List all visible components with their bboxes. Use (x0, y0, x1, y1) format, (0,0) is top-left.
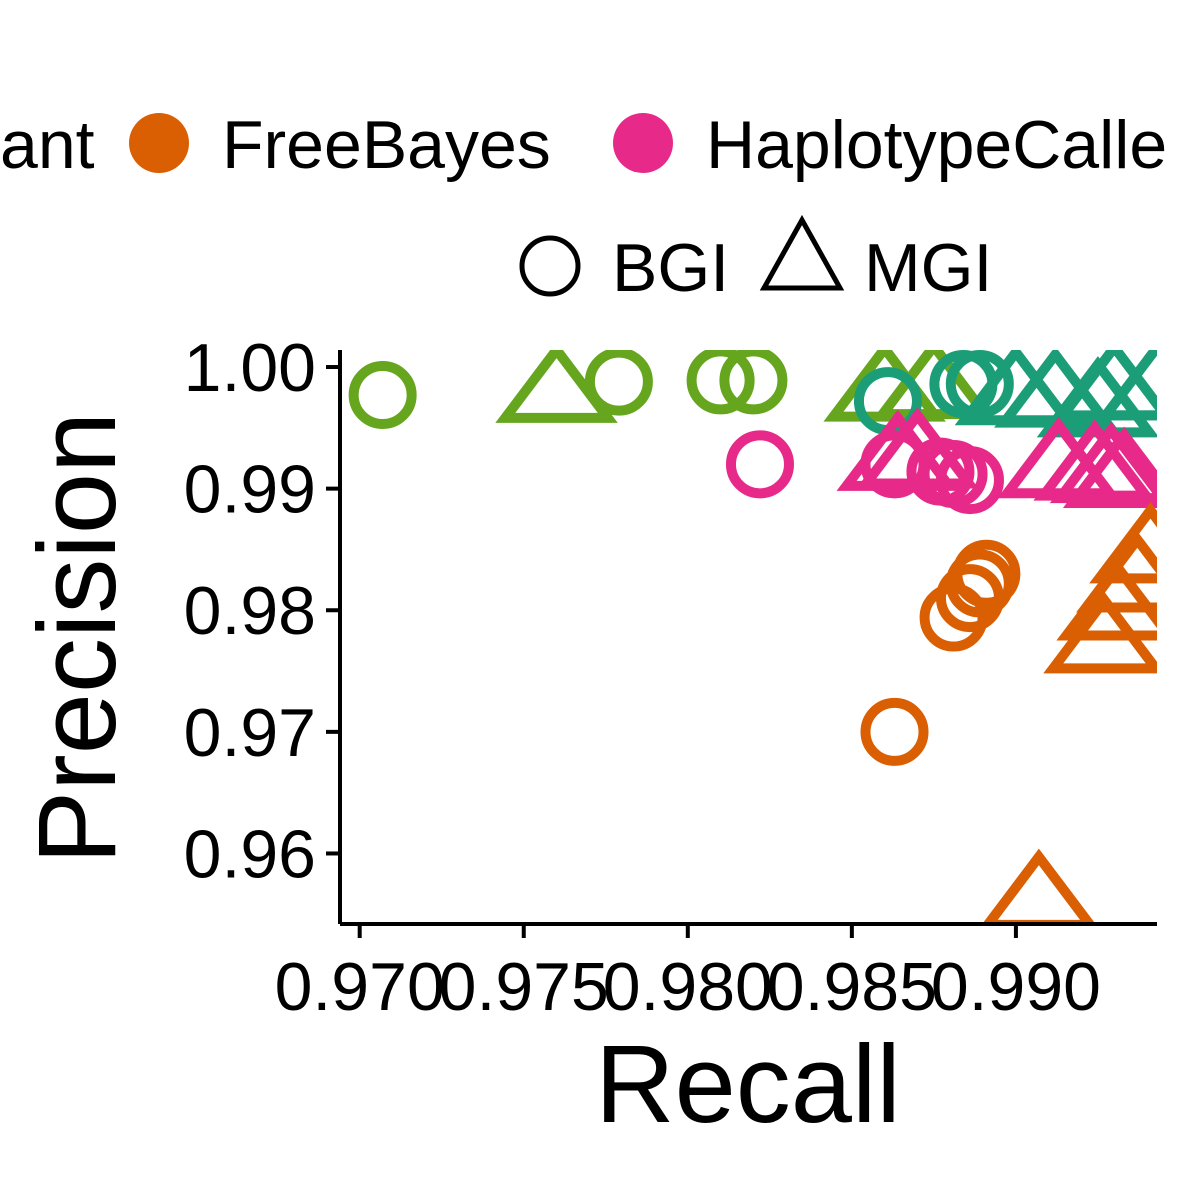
data-point-circle (348, 360, 417, 429)
data-point-circle (860, 697, 929, 766)
y-tick-label: 0.96 (184, 816, 316, 892)
x-tick-label: 0.990 (931, 949, 1101, 1025)
legend-shape-label: BGI (612, 230, 729, 306)
x-tick-label: 0.970 (275, 949, 445, 1025)
x-tick-label: 0.975 (439, 949, 609, 1025)
data-point-circle (686, 350, 755, 415)
data-point-triangle (495, 350, 618, 423)
legend-shape-key-triangle (759, 214, 845, 291)
legend-color-label: FreeBayes (222, 107, 551, 183)
x-axis-title: Recall (595, 1023, 901, 1146)
y-tick-label: 0.97 (184, 695, 316, 771)
data-point-circle (725, 430, 794, 499)
data-point-circle (584, 350, 653, 416)
legend-color-label: HaplotypeCalle (706, 107, 1167, 183)
y-axis-title: Precision (16, 412, 139, 864)
data-point-triangle (856, 407, 979, 489)
axes (338, 350, 1157, 926)
y-tick-label: 0.98 (184, 573, 316, 649)
data-point-triangle (1095, 350, 1157, 421)
legend-shape-label: MGI (864, 230, 992, 306)
data-point-triangle (1062, 426, 1157, 508)
data-point-circle (952, 539, 1021, 608)
legend-color-label: ant (0, 107, 95, 183)
data-points (348, 350, 1157, 924)
y-tick-label: 1.00 (184, 330, 316, 406)
data-point-triangle (1089, 502, 1157, 584)
data-point-triangle (982, 848, 1096, 924)
legend-color-key (613, 113, 673, 173)
legend-shape-key-circle (519, 235, 581, 297)
y-tick-label: 0.99 (184, 452, 316, 528)
x-tick-label: 0.985 (767, 949, 937, 1025)
data-point-circle (945, 350, 1014, 419)
legend-color-key (129, 113, 189, 173)
data-point-circle (719, 350, 788, 415)
legend: ant FreeBayes HaplotypeCalle BGI MGI (0, 107, 1167, 306)
x-tick-label: 0.980 (603, 949, 773, 1025)
